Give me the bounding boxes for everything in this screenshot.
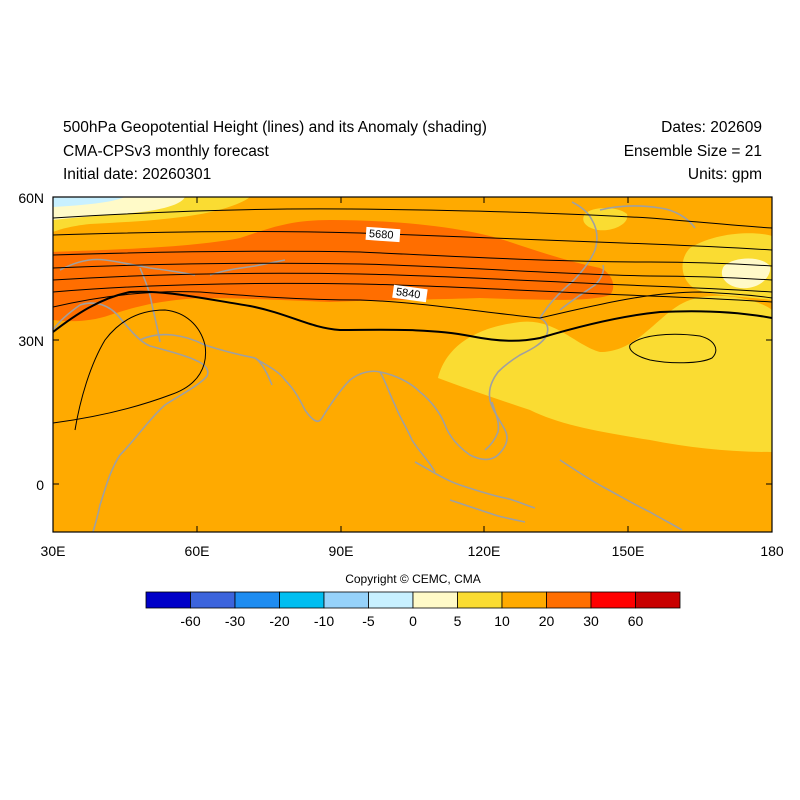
- contour-line: [53, 291, 772, 319]
- shade-0-5: [721, 258, 771, 289]
- contour-label-5680: 5680: [369, 228, 394, 242]
- lon-label-150e: 150E: [612, 543, 645, 559]
- model-name: CMA-CPSv3 monthly forecast: [63, 143, 269, 160]
- colorbar-label: 60: [628, 613, 644, 629]
- colorbar-swatch: [412, 591, 458, 609]
- lon-label-30e: 30E: [41, 543, 66, 559]
- axis-ticks: [52, 196, 773, 532]
- shade-neg5-0: [53, 197, 125, 207]
- lon-label-60e: 60E: [185, 543, 210, 559]
- contour-line: [53, 208, 772, 229]
- colorbar-swatch: [234, 591, 280, 609]
- colorbar-label: 5: [454, 613, 462, 629]
- colorbar-swatch: [635, 591, 681, 609]
- contour-line: [53, 272, 772, 293]
- colorbar-label: -30: [225, 613, 245, 629]
- colorbar-label: 0: [409, 613, 417, 629]
- colorbar-swatch: [501, 591, 547, 609]
- colorbar-label: 30: [583, 613, 599, 629]
- colorbar-label: -5: [362, 613, 375, 629]
- colorbar-swatch: [546, 591, 592, 609]
- ensemble-size: Ensemble Size = 21: [623, 143, 762, 160]
- contour-line: [53, 282, 772, 303]
- height-contours: [53, 208, 772, 431]
- contour-line: [629, 333, 717, 364]
- chart-title: 500hPa Geopotential Height (lines) and i…: [63, 119, 487, 136]
- colorbar-label: 20: [539, 613, 555, 629]
- colorbar-label: -10: [314, 613, 334, 629]
- lon-label-120e: 120E: [468, 543, 501, 559]
- colorbar-label: -60: [180, 613, 200, 629]
- plot-frame: [52, 196, 773, 533]
- lat-label-0: 0: [36, 477, 44, 493]
- colorbar-swatch: [279, 591, 325, 609]
- copyright-text: Copyright © CEMC, CMA: [345, 572, 481, 586]
- forecast-dates: Dates: 202609: [661, 119, 762, 136]
- colorbar-swatch: [368, 591, 414, 609]
- lon-label-180: 180: [760, 543, 784, 559]
- lon-label-90e: 90E: [329, 543, 354, 559]
- contour-line: [53, 250, 772, 267]
- anomaly-shading: [53, 197, 772, 532]
- contour-labels: 5680 5840: [365, 226, 428, 303]
- lat-label-30n: 30N: [18, 333, 44, 349]
- contour-line: [53, 309, 207, 431]
- lat-label-60n: 60N: [18, 190, 44, 206]
- contour-5880: [53, 290, 772, 342]
- coastlines: [53, 201, 696, 532]
- colorbar-swatch: [145, 591, 191, 609]
- colorbar-swatch: [190, 591, 236, 609]
- contour-label-5840: 5840: [395, 286, 421, 301]
- units-label: Units: gpm: [687, 166, 762, 183]
- colorbar-swatch: [323, 591, 369, 609]
- colorbar-label: -20: [269, 613, 289, 629]
- contour-line: [53, 262, 772, 281]
- colorbar-label: 10: [494, 613, 510, 629]
- initial-date: Initial date: 20260301: [63, 166, 212, 183]
- colorbar: -60 -30 -20 -10 -5 0 5 10 20 30 60: [145, 591, 681, 629]
- contour-line: [53, 231, 772, 251]
- colorbar-swatch: [457, 591, 503, 609]
- colorbar-swatch: [590, 591, 636, 609]
- axis-labels: 60N 30N 0 30E 60E 90E 120E 150E 180: [18, 190, 784, 559]
